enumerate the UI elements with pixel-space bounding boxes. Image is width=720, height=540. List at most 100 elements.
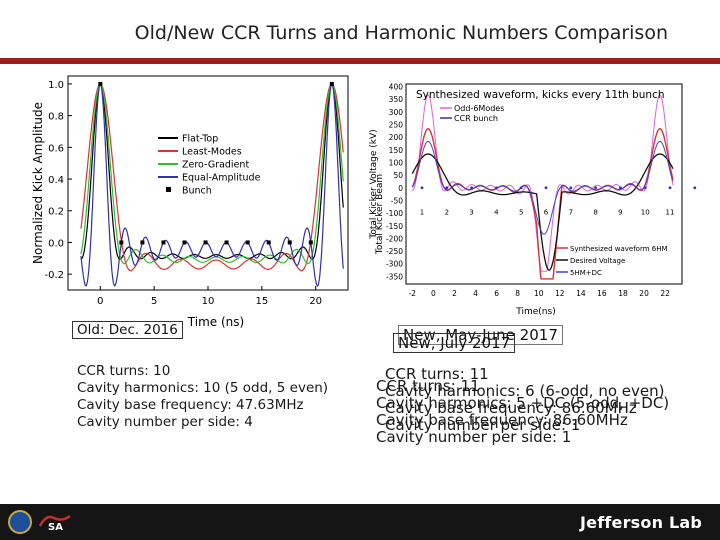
right-ytick-label: 350 <box>389 95 404 104</box>
legend-label: Desired Voltage <box>570 257 625 265</box>
right-xtick-label: 18 <box>618 289 628 298</box>
right-xtick-label: 6 <box>494 289 499 298</box>
right-xtick-label: 12 <box>555 289 565 298</box>
legend-bunch-marker <box>166 187 171 192</box>
right-overlay-xtick: 11 <box>666 209 675 217</box>
legend-label: 5HM+DC <box>570 269 602 277</box>
title-rule <box>0 58 720 64</box>
new-line-b: Cavity harmonics: 5 +DC (5-odd, +DC) <box>376 394 670 412</box>
old-line: CCR turns: 10 <box>77 363 171 379</box>
right-overlay-xtick: 5 <box>519 209 523 217</box>
right-chart-title: Synthesized waveform, kicks every 11th b… <box>416 89 665 101</box>
left-bunch-point <box>287 240 292 245</box>
left-bunch-point <box>266 240 271 245</box>
right-ytick-label: -100 <box>386 209 403 218</box>
left-xtick-label: 0 <box>97 296 103 307</box>
right-ytick-label: -300 <box>386 260 403 269</box>
legend-label: Odd-6Modes <box>454 104 504 113</box>
left-bunch-point <box>245 240 250 245</box>
right-bunch-point <box>569 186 573 190</box>
left-bunch-point <box>329 81 334 86</box>
right-xtick-label: 14 <box>576 289 586 298</box>
left-ytick-label: 1.0 <box>48 80 64 91</box>
right-ytick-label: 250 <box>389 121 404 130</box>
right-series-desired <box>411 153 674 271</box>
right-xtick-label: 8 <box>515 289 520 298</box>
old-info-block: CCR turns: 10 Cavity harmonics: 10 (5 od… <box>77 363 328 431</box>
new-line-a: Cavity harmonics: 6 (6-odd, no even) <box>385 382 665 400</box>
right-overlay-xtick: 2 <box>445 209 449 217</box>
left-ytick-label: 0.6 <box>48 143 64 154</box>
right-xtick-label: 10 <box>534 289 544 298</box>
right-xtick-label: 22 <box>660 289 670 298</box>
left-series-flat-top <box>80 83 344 260</box>
old-line: Cavity harmonics: 10 (5 odd, 5 even) <box>77 380 329 396</box>
right-ytick-label: 150 <box>389 146 404 155</box>
right-xtick-label: 4 <box>473 289 478 298</box>
footer-bar: SA Jefferson Lab <box>0 504 720 540</box>
right-chart: 400350300250200150100500-50-100-150-200-… <box>369 83 697 317</box>
right-bunch-point <box>594 186 597 190</box>
right-bunch-point <box>470 186 473 190</box>
new-line-b: Cavity base frequency: 86.60MHz <box>376 411 628 429</box>
doe-seal-icon <box>8 510 32 534</box>
left-ytick-label: -0.2 <box>44 270 64 281</box>
new-line-a: Cavity number per side: 1 <box>385 416 581 434</box>
legend-label: Least-Modes <box>182 147 242 158</box>
right-ytick-label: 200 <box>389 133 404 142</box>
left-bunch-point <box>98 81 103 86</box>
right-overlay-xtick: 7 <box>569 209 573 217</box>
right-bunch-point <box>495 186 498 190</box>
right-ytick-label: -50 <box>391 196 403 205</box>
jefferson-lab-logo: Jefferson Lab <box>580 513 702 532</box>
right-ytick-label: -200 <box>386 234 403 243</box>
left-bunch-point <box>182 240 187 245</box>
right-xtick-label: 16 <box>597 289 607 298</box>
left-legend: Flat-Top Least-Modes Zero-Gradient Equal-Am… <box>158 134 261 197</box>
right-series-5hm-dc <box>411 140 674 235</box>
right-bunch-point <box>445 186 449 190</box>
right-xtick-label: -2 <box>409 289 417 298</box>
new-info-block-a: CCR turns: 11 Cavity harmonics: 6 (6-odd… <box>385 366 665 434</box>
left-xtick-label: 5 <box>151 296 157 307</box>
old-date-label: Old: Dec. 2016 <box>72 321 183 339</box>
title-bar: Old/New CCR Turns and Harmonic Numbers C… <box>0 0 720 58</box>
left-bunch-point <box>308 240 313 245</box>
right-ytick-label: 0 <box>398 184 403 193</box>
right-bunch-point <box>693 186 697 190</box>
legend-label: Equal-Amplitude <box>182 173 261 184</box>
right-bunch-point <box>668 186 672 190</box>
right-series-synth-6hm <box>411 127 674 280</box>
left-bunch-point <box>224 240 229 245</box>
old-line: Cavity base frequency: 47.63MHz <box>77 397 304 413</box>
old-line: Cavity number per side: 4 <box>77 414 253 430</box>
slide-title: Old/New CCR Turns and Harmonic Numbers C… <box>134 22 668 44</box>
right-overlay-xtick: 9 <box>618 209 622 217</box>
left-ylabel: Normalized Kick Amplitude <box>31 102 45 264</box>
svg-text:SA: SA <box>48 522 63 532</box>
right-ytick-label: 300 <box>389 108 404 117</box>
left-xlabel: Time (ns) <box>187 315 244 329</box>
new-line-a: Cavity base frequency: 86.60MHz <box>385 399 637 417</box>
new-line-a: CCR turns: 11 <box>385 365 489 383</box>
new-date-label-b: New, July 2017 <box>393 333 516 353</box>
right-ylabel-overlay: Total Kicker Beam <box>375 174 385 255</box>
right-bunch-point <box>544 186 548 190</box>
jsa-logo: SA <box>38 514 71 532</box>
right-xlabel: Time(ns) <box>515 307 555 317</box>
right-bunch-point <box>643 186 647 190</box>
right-ytick-label: 400 <box>389 83 404 92</box>
right-ylabel: Total Kicker Voltage (kV) <box>369 129 379 239</box>
legend-label: CCR bunch <box>454 114 498 123</box>
legend-label: Bunch <box>182 186 212 197</box>
left-ytick-label: 0.0 <box>48 238 64 249</box>
right-xtick-label: 0 <box>431 289 436 298</box>
right-bunch-point <box>619 186 622 190</box>
left-ytick-label: 0.8 <box>48 112 64 123</box>
new-line-b: CCR turns: 11 <box>376 377 480 395</box>
legend-label: Synthesized waveform 6HM <box>570 245 668 253</box>
new-date-label-a: New, May-June 2017 <box>398 325 563 345</box>
right-overlay-xtick: 4 <box>494 209 499 217</box>
new-info-block-b: CCR turns: 11 Cavity harmonics: 5 +DC (5… <box>376 378 669 446</box>
